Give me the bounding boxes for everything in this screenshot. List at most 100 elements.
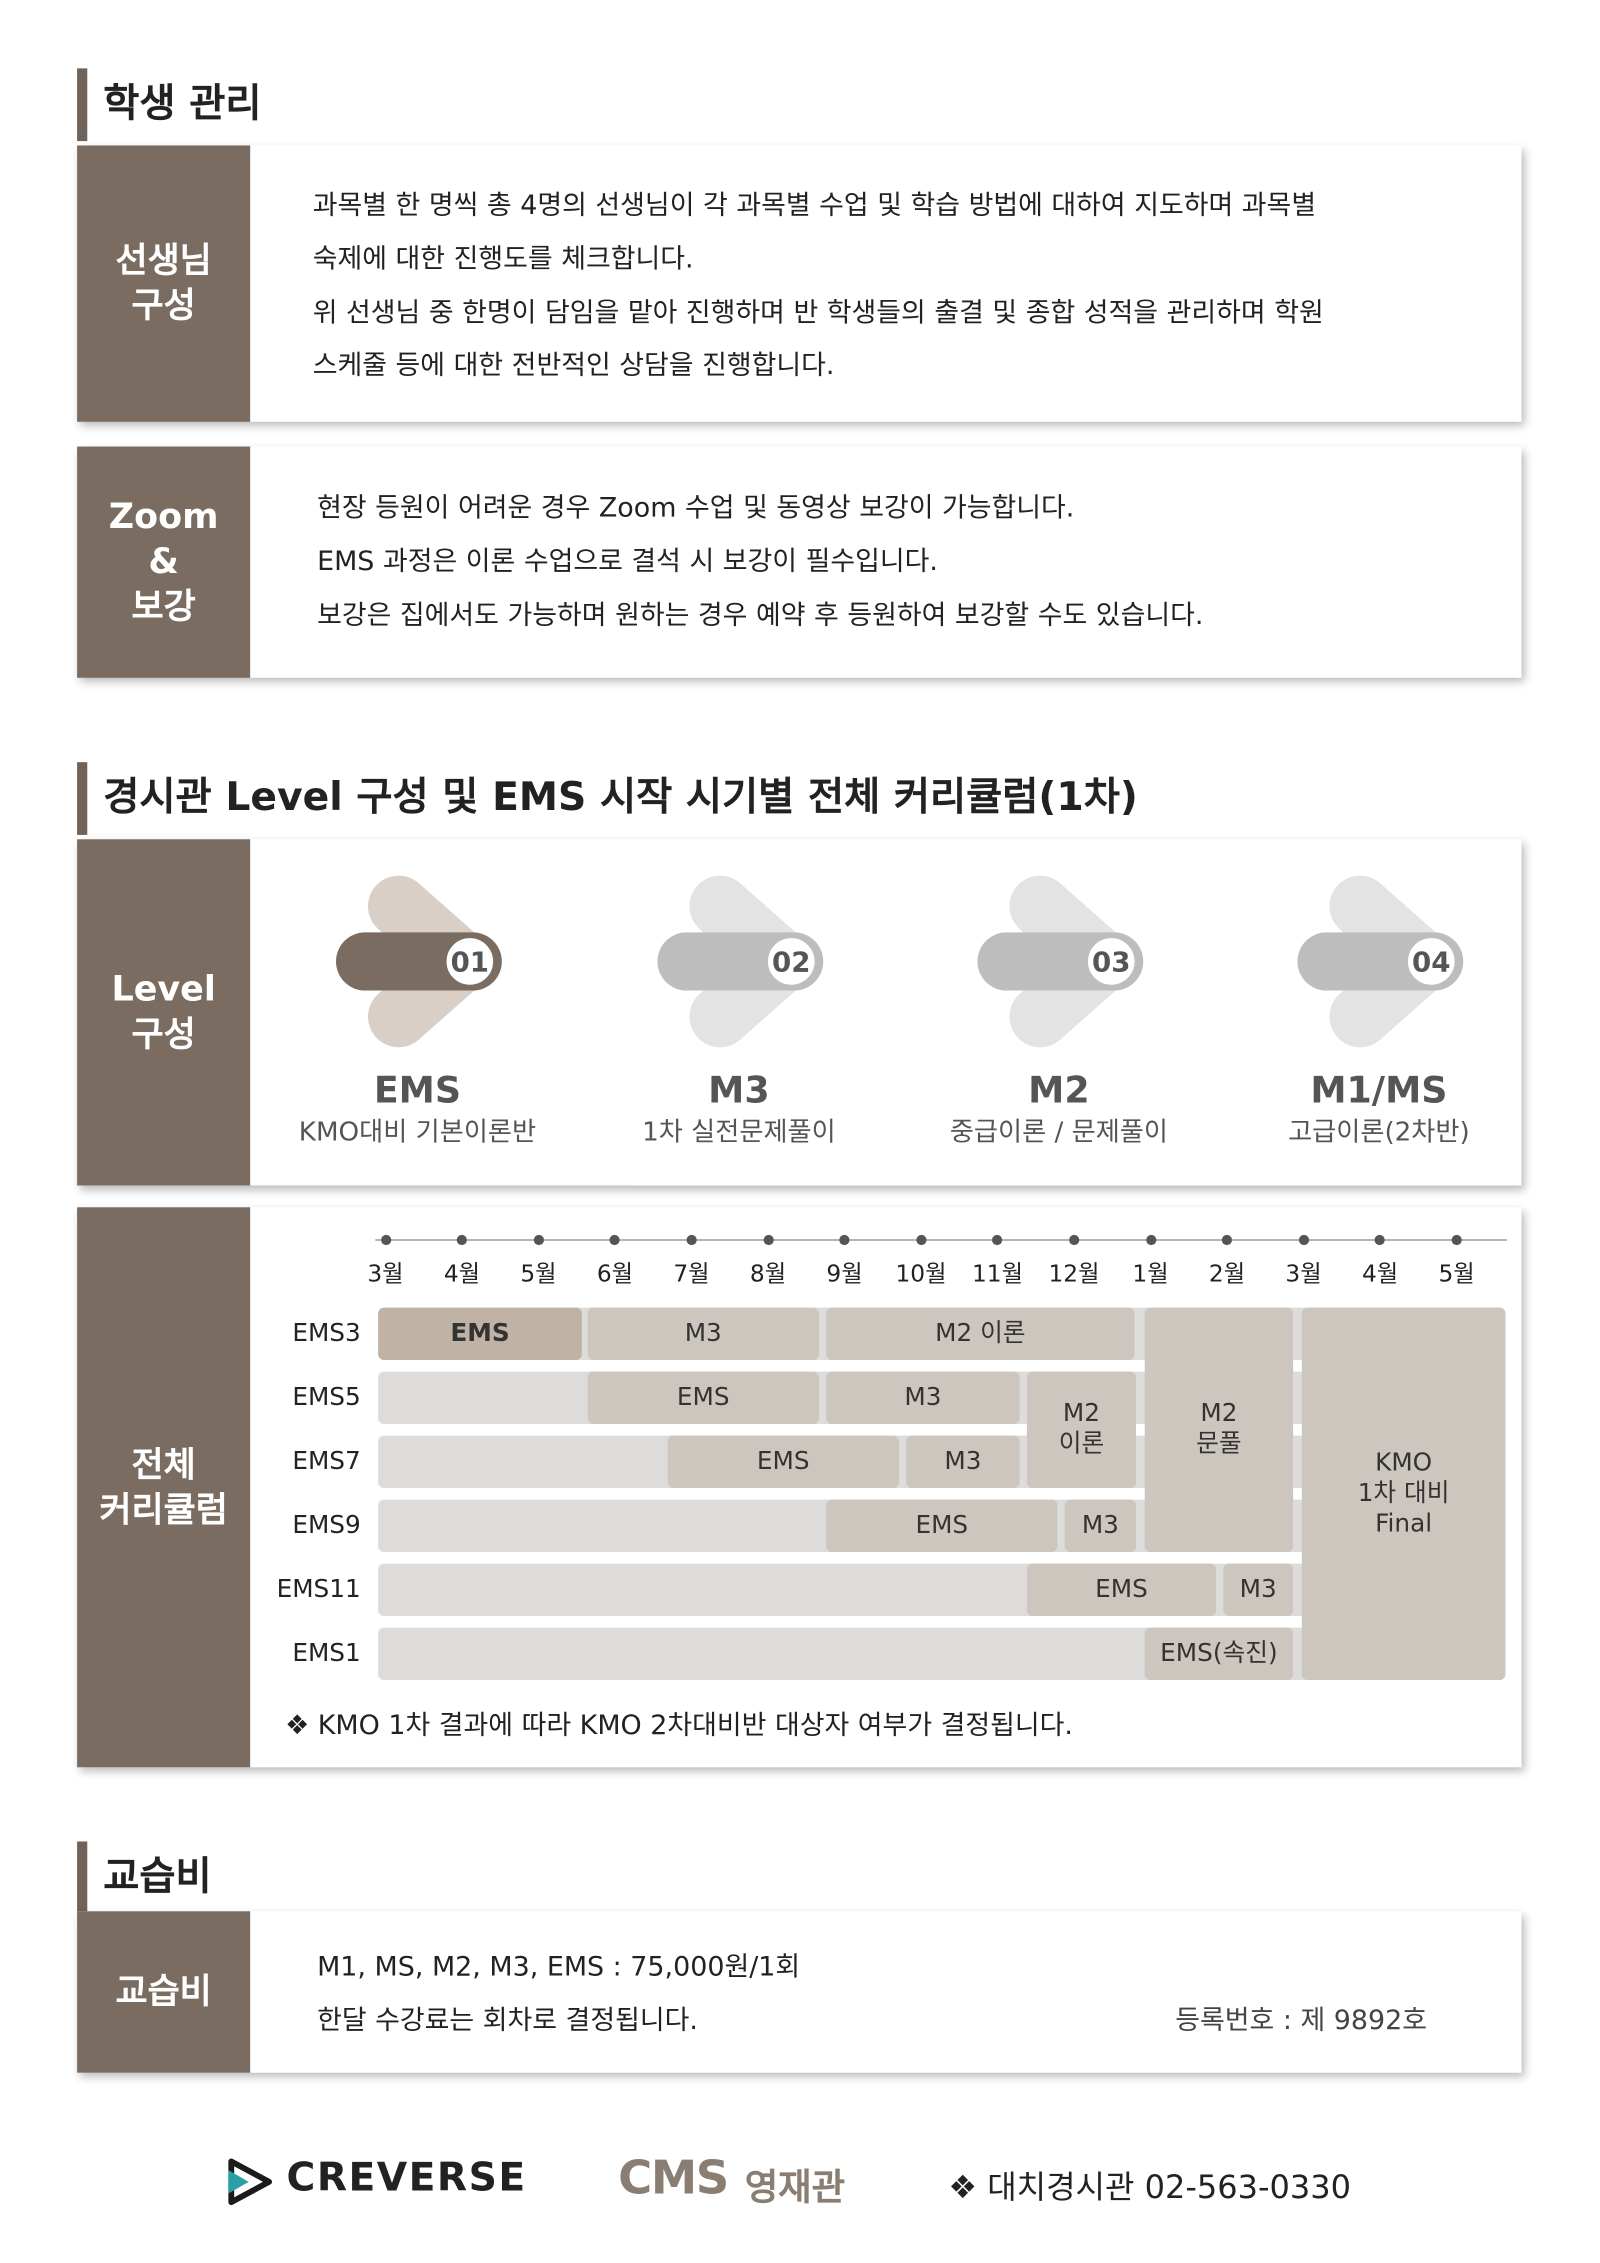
curriculum-block: EMS — [587, 1371, 819, 1424]
creverse-logo: CREVERSE — [286, 2155, 527, 2201]
block-text: 이론 — [1058, 1429, 1105, 1459]
text-line: EMS 과정은 이론 수업으로 결석 시 보강이 필수입니다. — [317, 546, 938, 578]
block-text: EMS — [1095, 1574, 1148, 1604]
timeline-dot — [762, 1234, 774, 1246]
label-line: 구성 — [131, 1013, 196, 1055]
block-text: EMS — [756, 1446, 810, 1476]
level-desc: 중급이론 / 문제풀이 — [949, 1117, 1168, 1148]
label-line: 교습비 — [115, 1970, 212, 2012]
month-label: 3월 — [367, 1259, 404, 1288]
month-label: 5월 — [520, 1259, 557, 1288]
level-number: 02 — [772, 946, 810, 979]
timeline-dot — [686, 1234, 697, 1246]
level-arrow: 04 — [1297, 875, 1464, 1048]
curriculum-block: M3 — [1064, 1499, 1136, 1552]
section-title: 교습비 — [77, 1841, 1412, 1915]
curriculum-block: EMS — [826, 1499, 1058, 1552]
level-name: M2 — [1028, 1069, 1090, 1112]
month-label: 7월 — [673, 1259, 710, 1288]
label-line: 보강 — [131, 586, 196, 627]
registration: 등록번호 : 제 9892호 — [1175, 2005, 1428, 2037]
month-label: 9월 — [826, 1259, 863, 1288]
row-label: EMS9 — [292, 1511, 361, 1541]
timeline-dot — [1451, 1234, 1462, 1246]
level-number: 04 — [1412, 946, 1450, 979]
block-text: M3 — [1239, 1574, 1277, 1604]
curriculum-block: EMS — [378, 1307, 582, 1360]
block-text: M2 이론 — [935, 1318, 1026, 1348]
curriculum-block: M2 이론 — [1026, 1371, 1136, 1488]
curriculum-block: M3 — [1223, 1563, 1294, 1616]
timeline-dot — [992, 1234, 1003, 1246]
timeline-dot — [609, 1234, 621, 1246]
label-line: 커리큘럼 — [99, 1488, 228, 1530]
timeline-dot — [1221, 1234, 1233, 1246]
level-desc: 고급이론(2차반) — [1288, 1117, 1470, 1148]
month-label: 3월 — [1285, 1259, 1322, 1288]
text-line: 보강은 집에서도 가능하며 원하는 경우 예약 후 등원하여 보강할 수도 있습… — [317, 600, 1204, 632]
block-text: KMO — [1375, 1447, 1433, 1478]
level-desc: 1차 실전문제풀이 — [642, 1117, 836, 1148]
block-text: M3 — [684, 1318, 722, 1348]
timeline-dot — [533, 1234, 544, 1246]
cms-logo: CMS — [618, 2149, 729, 2206]
month-label: 10월 — [895, 1259, 947, 1288]
contact: ❖ 대치경시관 02-563-0330 — [948, 2170, 1351, 2207]
month-label: 5월 — [1438, 1259, 1475, 1288]
month-label: 4월 — [443, 1259, 481, 1288]
curriculum-block: M3 — [826, 1371, 1020, 1424]
timeline-dot — [839, 1234, 850, 1246]
label-line: 전체 — [131, 1443, 196, 1485]
text-line: 위 선생님 중 한명이 담임을 맡아 진행하며 반 학생들의 출결 및 종합 성… — [312, 298, 1324, 329]
month-label: 2월 — [1208, 1259, 1246, 1288]
block-text: EMS — [450, 1318, 510, 1348]
month-label: 4월 — [1361, 1259, 1399, 1288]
zoom-box: Zoom & 보강 현장 등원이 어려운 경우 Zoom 수업 및 동영상 보강이 … — [77, 446, 1522, 678]
timeline-dot — [380, 1234, 391, 1246]
text-line: 현장 등원이 어려운 경우 Zoom 수업 및 동영상 보강이 가능합니다. — [317, 493, 1075, 524]
level-arrow: 03 — [977, 875, 1144, 1048]
timeline-dot — [1068, 1234, 1080, 1246]
curriculum-block: M2 문풀 — [1144, 1307, 1294, 1552]
curriculum-block: M3 — [587, 1307, 819, 1360]
timeline-dot — [1374, 1234, 1386, 1246]
section-title: 경시관 Level 구성 및 EMS 시작 시기별 전체 커리큘럼(1차) — [77, 762, 1412, 835]
level-arrow: 02 — [657, 875, 824, 1048]
curriculum-block: EMS(속진) — [1144, 1627, 1294, 1680]
curriculum-block: EMS — [667, 1435, 899, 1488]
side-label: Zoom & 보강 — [77, 446, 251, 678]
curriculum-block: M2 이론 — [826, 1307, 1135, 1360]
level-number: 01 — [451, 946, 489, 979]
text-line: 숙제에 대한 진행도를 체크합니다. — [312, 244, 694, 275]
month-label: 12월 — [1048, 1259, 1100, 1288]
side-label: 교습비 — [77, 1911, 251, 2073]
curriculum-block: KMO 1차 대비 Final — [1301, 1307, 1506, 1680]
month-label: 8월 — [749, 1259, 787, 1288]
block-text: Final — [1375, 1509, 1433, 1539]
text-line: 스케줄 등에 대한 전반적인 상담을 진행합니다. — [312, 350, 835, 382]
curriculum-block: EMS — [1026, 1563, 1216, 1616]
month-label: 6월 — [596, 1259, 634, 1288]
curriculum-block: M3 — [906, 1435, 1020, 1488]
label-line: Zoom — [108, 495, 219, 537]
label-line: & — [148, 541, 179, 582]
note: ❖ KMO 1차 결과에 따라 KMO 2차대비반 대상자 여부가 결정됩니다. — [285, 1710, 1073, 1742]
block-text: M2 — [1062, 1399, 1100, 1429]
row-label: EMS3 — [292, 1319, 361, 1349]
row-label: EMS5 — [292, 1383, 361, 1413]
block-text: M3 — [904, 1382, 942, 1412]
block-text: M3 — [944, 1446, 982, 1476]
level-arrow: 01 — [335, 875, 502, 1048]
block-text: EMS — [676, 1382, 730, 1412]
timeline-dot — [915, 1234, 927, 1246]
block-text: 문풀 — [1196, 1429, 1242, 1459]
text-line: M1, MS, M2, M3, EMS : 75,000원/1회 — [317, 1951, 801, 1983]
level-number: 03 — [1092, 946, 1130, 979]
fee-box: 교습비 M1, MS, M2, M3, EMS : 75,000원/1회 한달 … — [77, 1911, 1522, 2073]
creverse-icon — [228, 2158, 272, 2206]
block-text: M3 — [1081, 1510, 1119, 1540]
level-name: EMS — [373, 1069, 462, 1112]
cms-name: 영재관 — [744, 2165, 846, 2208]
